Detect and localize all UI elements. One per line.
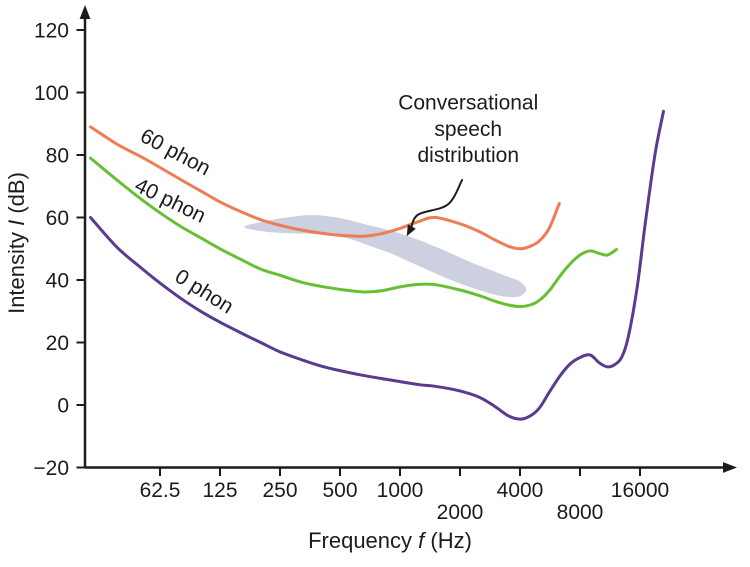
y-axis-arrow-icon bbox=[79, 5, 91, 19]
x-axis-arrow-icon bbox=[723, 462, 737, 473]
speech-distribution-region bbox=[244, 214, 527, 298]
x-tick-label: 62.5 bbox=[140, 479, 181, 502]
y-tick-label: −20 bbox=[33, 457, 69, 480]
y-tick-label: 20 bbox=[46, 332, 69, 355]
x-tick-label: 125 bbox=[202, 479, 237, 502]
y-tick-label: 80 bbox=[46, 145, 69, 168]
x-tick-label: 500 bbox=[322, 479, 357, 502]
curve-label-60-phon: 60 phon bbox=[136, 124, 214, 180]
annotation-arrow-line bbox=[409, 179, 464, 230]
x-tick-label: 16000 bbox=[611, 479, 669, 502]
annotation-line: distribution bbox=[417, 144, 519, 167]
curve-label-0-phon: 0 phon bbox=[171, 265, 238, 319]
x-tick-label: 4000 bbox=[497, 479, 544, 502]
annotation-line: speech bbox=[434, 118, 502, 141]
y-tick-label: 40 bbox=[46, 270, 69, 293]
y-tick-label: 100 bbox=[34, 82, 69, 105]
x-tick-label: 2000 bbox=[437, 501, 484, 524]
x-axis-title: Frequency f (Hz) bbox=[308, 528, 472, 553]
y-tick-label: 60 bbox=[46, 207, 69, 230]
curve-60-phon bbox=[89, 125, 561, 251]
axes: 120 100 80 60 40 20 0 −20 62.5 125 250 500 1000 2000 4… bbox=[4, 5, 737, 553]
x-tick-label: 1000 bbox=[377, 479, 424, 502]
x-tick-label: 250 bbox=[262, 479, 297, 502]
y-tick-label: 0 bbox=[57, 395, 69, 418]
curve-40-phon bbox=[89, 156, 618, 309]
curve-0-phon bbox=[89, 109, 665, 421]
y-axis-title: Intensity I (dB) bbox=[4, 172, 29, 314]
annotation-line: Conversational bbox=[398, 92, 538, 115]
y-tick-label: 120 bbox=[34, 20, 69, 43]
annotation-arrowhead-icon bbox=[406, 224, 416, 237]
x-tick-label: 8000 bbox=[557, 501, 604, 524]
